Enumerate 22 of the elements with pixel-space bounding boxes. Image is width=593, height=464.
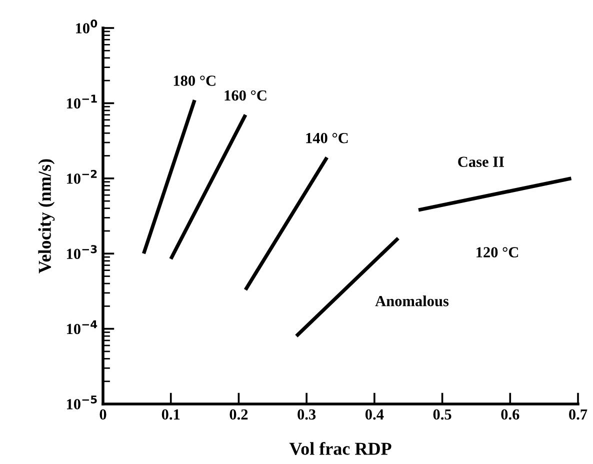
x-tick-label: 0.2 [230,409,248,420]
y-tick-label: 10$^{−4}$ [66,320,98,334]
annotation: 120 °C [476,247,518,258]
x-axis-title: Vol frac RDP [289,442,392,455]
y-tick-label: 10$^{−5}$ [66,396,97,410]
x-tick-label: 0.6 [501,409,520,420]
series-label: 140 °C [306,132,348,144]
series-label: 160 °C [224,90,266,101]
series-label: Anomalous [375,296,449,306]
y-tick-label: 10$^{−1}$ [66,94,97,109]
series-label: 180 °C [174,76,216,86]
x-tick-label: 0.3 [298,409,316,420]
y-tick-label: 10$^{−2}$ [66,170,97,184]
x-tick-label: 0.5 [433,409,452,420]
y-tick-label: 10$^{−3}$ [66,245,97,260]
y-tick-label: 10$^{0}$ [76,20,98,34]
x-tick-label: 0.4 [365,409,384,420]
x-tick-label: 0.7 [569,409,588,420]
series-label: Case II [458,156,504,167]
x-tick-label: 0 [100,409,106,420]
y-axis-title: Velocity (nm/s) [38,159,55,274]
x-tick-label: 0.1 [162,409,180,420]
